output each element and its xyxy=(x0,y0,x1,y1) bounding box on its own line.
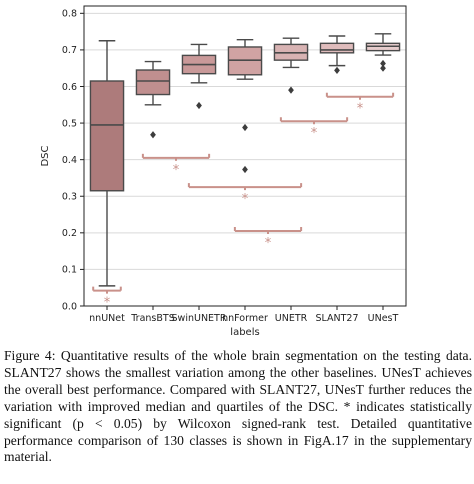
boxes xyxy=(89,33,401,287)
y-tick-label: 0.5 xyxy=(62,118,77,129)
significance-bracket: * xyxy=(92,286,122,311)
figure-caption: Figure 4: Quantitative results of the wh… xyxy=(4,348,472,465)
box-nnformer xyxy=(227,38,263,174)
significance-bracket: * xyxy=(325,92,395,117)
outlier-point xyxy=(288,86,294,94)
box-transbts xyxy=(135,60,171,139)
x-axis-label: labels xyxy=(230,327,259,338)
significance-bracket: * xyxy=(233,227,303,251)
significance-bracket: * xyxy=(141,153,211,178)
outlier-point xyxy=(242,123,248,132)
significance-star: * xyxy=(104,296,111,311)
x-tick-label: nnFormer xyxy=(222,313,268,324)
x-tick-label: TransBTS xyxy=(130,313,174,324)
axis-ticks: 0.0 0.1 0.2 0.3 0.4 0.5 0.6 0.7 0.8 nnUNet TransBT… xyxy=(62,9,399,324)
x-tick-label: SwinUNETR xyxy=(172,313,227,324)
outlier-point xyxy=(334,66,340,74)
box-unest xyxy=(365,33,401,72)
iqr-box xyxy=(319,42,355,54)
outlier-point xyxy=(196,101,202,110)
y-axis-label: DSC xyxy=(40,145,51,166)
box-unetr xyxy=(273,37,309,94)
y-tick-label: 0.7 xyxy=(62,45,77,56)
boxplot-chart: * * * * * * 0.0 0.1 0.2 0.3 0.4 0.5 0.6 0.7 0.8 nnUNet… xyxy=(40,5,407,338)
outlier-point xyxy=(380,64,386,72)
outlier-point xyxy=(380,59,386,68)
y-tick-label: 0.2 xyxy=(62,228,77,239)
y-tick-label: 0.4 xyxy=(62,155,77,166)
box-slant27 xyxy=(319,35,355,74)
significance-bracket: * xyxy=(279,117,349,141)
outlier-point xyxy=(150,131,156,139)
significance-star: * xyxy=(357,102,364,117)
x-tick-label: UNesT xyxy=(368,313,399,324)
outlier-point xyxy=(242,165,248,174)
y-tick-label: 0.3 xyxy=(62,192,77,203)
box-nnunet xyxy=(89,40,125,287)
iqr-box xyxy=(135,69,171,96)
iqr-box xyxy=(89,80,125,192)
significance-brackets: * * * * * * xyxy=(92,92,395,311)
y-tick-label: 0.0 xyxy=(62,301,77,312)
x-tick-label: UNETR xyxy=(275,313,308,324)
significance-star: * xyxy=(265,236,272,251)
y-tick-label: 0.1 xyxy=(62,265,77,276)
significance-star: * xyxy=(242,192,249,207)
significance-star: * xyxy=(311,126,318,141)
box-swinunetr xyxy=(181,43,217,110)
significance-star: * xyxy=(173,163,180,178)
y-tick-label: 0.6 xyxy=(62,82,77,93)
x-tick-label: nnUNet xyxy=(89,313,125,324)
significance-bracket: * xyxy=(187,183,303,207)
y-tick-label: 0.8 xyxy=(62,9,77,20)
x-tick-label: SLANT27 xyxy=(315,313,358,324)
